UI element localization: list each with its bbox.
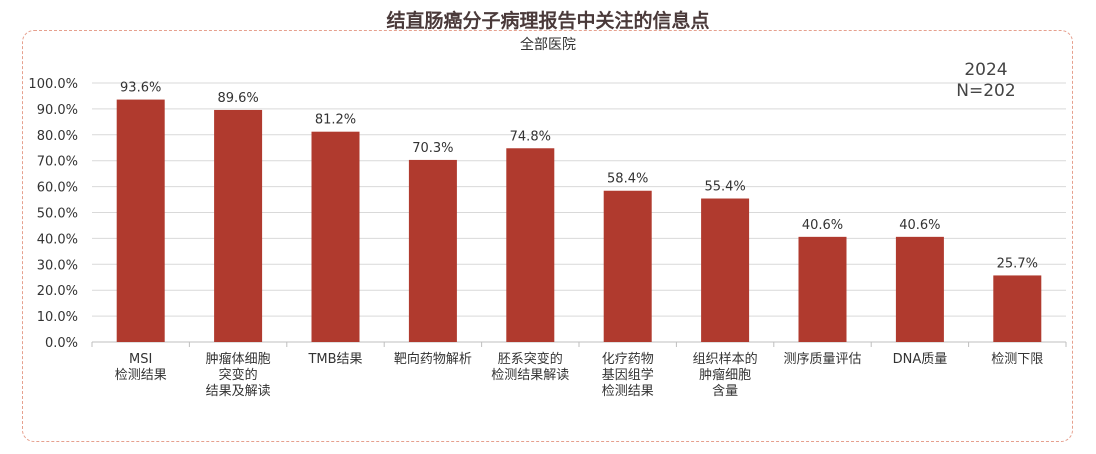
bar [506,148,555,342]
data-label: 40.6% [802,218,843,233]
y-tick-label: 40.0% [37,232,78,247]
x-category-label: DNA质量 [893,352,948,367]
y-tick-label: 60.0% [37,181,78,196]
data-label: 89.6% [217,91,258,106]
sample-note: 2024 N=202 [950,60,1022,102]
x-category-label: 组织样本的 [693,351,758,367]
x-category-label: 肿瘤体细胞 [206,351,271,367]
x-category-label: MSI [129,352,152,367]
data-label: 40.6% [899,218,940,233]
y-tick-label: 70.0% [37,155,78,170]
y-tick-label: 20.0% [37,284,78,299]
note-year: 2024 [964,60,1008,80]
bar [311,131,360,342]
bar [798,236,847,342]
x-category-label: 检测结果 [602,384,654,399]
x-category-label: 测序质量评估 [783,352,861,367]
x-category-label: 检测结果解读 [491,368,569,383]
y-tick-label: 30.0% [37,258,78,273]
data-label: 25.7% [997,256,1038,271]
data-label: 55.4% [704,180,745,195]
data-label: 74.8% [510,129,551,144]
data-label: 93.6% [120,81,161,96]
bar [214,109,263,342]
x-category-label: 靶向药物解析 [394,351,472,367]
data-label: 58.4% [607,172,648,187]
data-label: 70.3% [412,141,453,156]
bar [993,275,1042,342]
bar [116,99,165,343]
note-n: N=202 [956,81,1016,101]
data-label: 81.2% [315,113,356,128]
bar [895,236,944,342]
x-category-label: 肿瘤细胞 [699,367,751,383]
y-tick-label: 80.0% [37,129,78,144]
y-tick-label: 90.0% [37,103,78,118]
bar [701,198,750,342]
x-category-label: TMB结果 [307,352,362,367]
x-category-label: 化疗药物 [602,352,654,367]
x-category-label: 检测结果 [115,368,167,383]
y-tick-label: 100.0% [28,77,78,92]
plot-frame [22,30,1073,442]
y-tick-label: 10.0% [37,310,78,325]
x-category-label: 突变的 [219,367,258,383]
y-tick-label: 50.0% [37,207,78,222]
bar [408,159,457,342]
chart-subtitle: 全部医院 [520,37,576,53]
x-category-label: 结果及解读 [206,384,271,399]
y-tick-label: 0.0% [45,336,78,351]
x-category-label: 含量 [712,383,738,399]
x-category-label: 基因组学 [602,367,654,383]
x-category-label: 检测下限 [991,352,1043,367]
x-category-label: 胚系突变的 [498,351,563,367]
chart-title: 结直肠癌分子病理报告中关注的信息点 [386,10,710,32]
bar [603,190,652,342]
